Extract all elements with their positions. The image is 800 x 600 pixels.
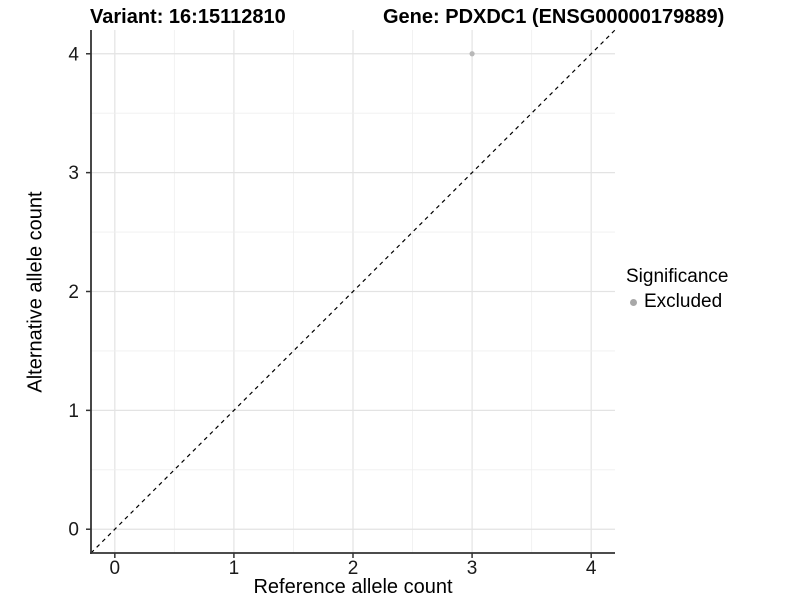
legend-item: Excluded (626, 291, 728, 313)
legend: Significance Excluded (626, 266, 728, 313)
plot-title-gene: Gene: PDXDC1 (ENSG00000179889) (383, 6, 725, 28)
identity-dashed-line (90, 29, 616, 554)
data-point (469, 51, 475, 57)
x-tick-label: 3 (467, 558, 478, 579)
legend-title: Significance (626, 266, 729, 287)
y-tick-label: 0 (68, 520, 79, 541)
legend-item-label: Excluded (644, 291, 723, 312)
y-axis-title: Alternative allele count (24, 191, 47, 393)
x-tick-label: 1 (229, 558, 240, 579)
x-tick-label: 2 (348, 558, 359, 579)
plot-title-variant: Variant: 16:15112810 (90, 6, 286, 28)
y-tick-label: 3 (68, 163, 79, 184)
y-tick-label: 1 (68, 401, 79, 422)
y-tick-label: 2 (68, 282, 79, 303)
x-axis-title: Reference allele count (253, 576, 453, 598)
legend-point-icon (630, 298, 637, 306)
x-tick-label: 0 (110, 558, 121, 579)
y-tick-label: 4 (68, 44, 79, 65)
x-tick-label: 4 (586, 558, 597, 579)
